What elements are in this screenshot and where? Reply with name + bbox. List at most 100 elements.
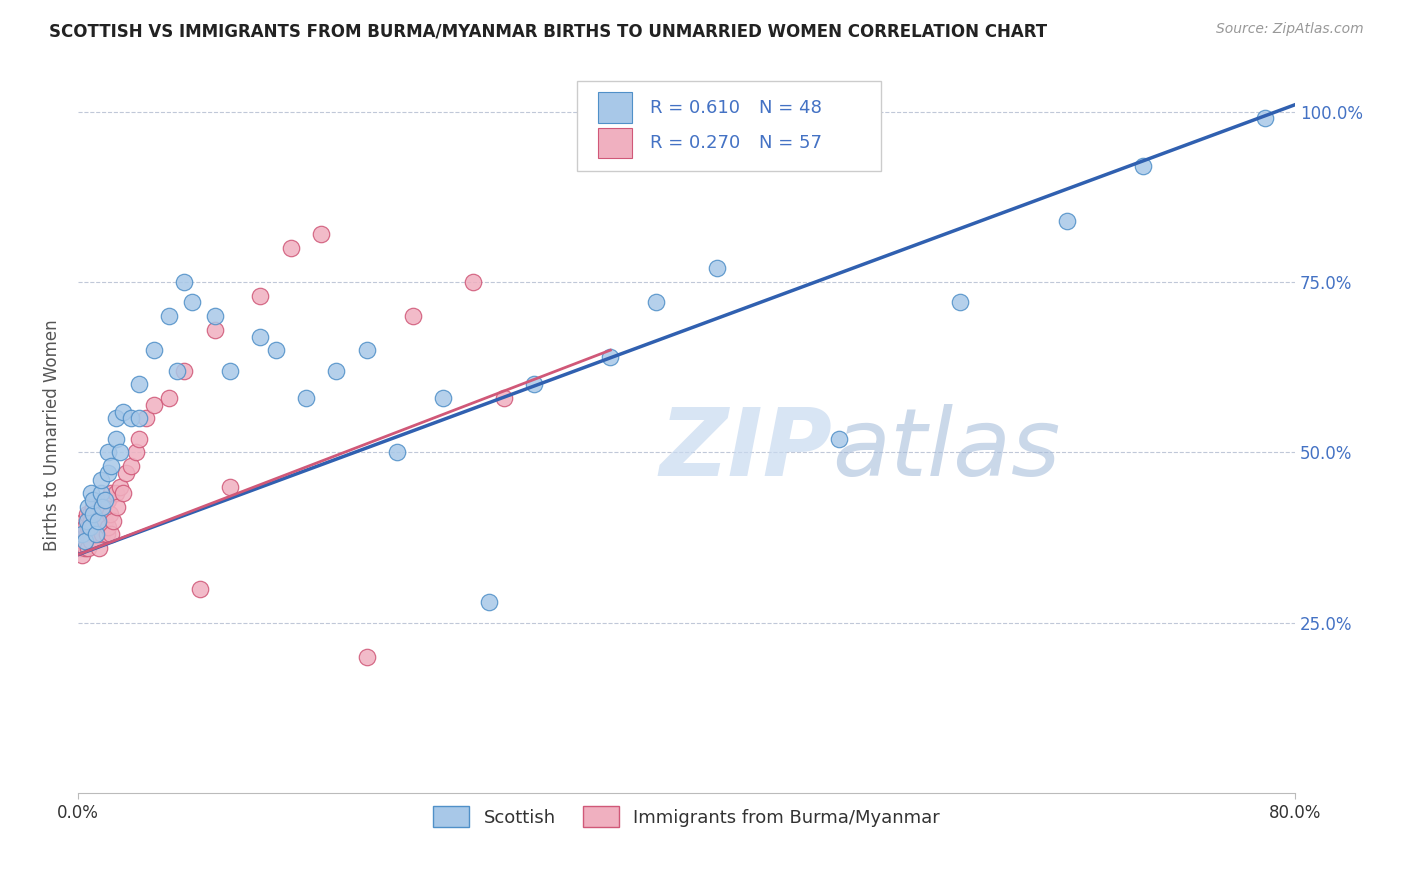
Point xyxy=(599,350,621,364)
Point xyxy=(77,500,100,514)
Point xyxy=(73,534,96,549)
Point xyxy=(79,520,101,534)
Point xyxy=(128,377,150,392)
Point xyxy=(75,541,97,555)
Point xyxy=(219,363,242,377)
Point xyxy=(86,514,108,528)
Point xyxy=(249,288,271,302)
Point xyxy=(105,500,128,514)
Point xyxy=(72,548,94,562)
Point xyxy=(112,486,135,500)
Point xyxy=(492,391,515,405)
Point xyxy=(325,363,347,377)
Text: N = 48: N = 48 xyxy=(759,98,823,117)
FancyBboxPatch shape xyxy=(576,81,882,170)
Point xyxy=(249,329,271,343)
Point xyxy=(173,275,195,289)
Point xyxy=(387,445,409,459)
Point xyxy=(75,520,97,534)
Point xyxy=(76,507,98,521)
Point xyxy=(75,534,97,549)
Point xyxy=(157,309,180,323)
Text: ZIP: ZIP xyxy=(659,404,832,496)
Point xyxy=(90,520,112,534)
Point xyxy=(112,404,135,418)
Point xyxy=(142,398,165,412)
Text: SCOTTISH VS IMMIGRANTS FROM BURMA/MYANMAR BIRTHS TO UNMARRIED WOMEN CORRELATION : SCOTTISH VS IMMIGRANTS FROM BURMA/MYANMA… xyxy=(49,22,1047,40)
Point xyxy=(523,377,546,392)
Point xyxy=(94,493,117,508)
Point xyxy=(645,295,668,310)
Point xyxy=(84,527,107,541)
Point xyxy=(82,507,104,521)
Point xyxy=(72,527,94,541)
Point xyxy=(77,541,100,555)
Point xyxy=(84,527,107,541)
Point xyxy=(104,411,127,425)
Point xyxy=(432,391,454,405)
Point xyxy=(97,445,120,459)
Point xyxy=(180,295,202,310)
Point xyxy=(73,514,96,528)
Point xyxy=(124,445,146,459)
Point xyxy=(80,534,103,549)
Point xyxy=(295,391,318,405)
Point xyxy=(100,459,122,474)
Point xyxy=(82,500,104,514)
Point xyxy=(309,227,332,242)
Point xyxy=(142,343,165,358)
Y-axis label: Births to Unmarried Women: Births to Unmarried Women xyxy=(44,319,60,551)
Point xyxy=(110,479,132,493)
Point xyxy=(90,486,112,500)
Point xyxy=(135,411,157,425)
Point xyxy=(97,466,120,480)
Point xyxy=(949,295,972,310)
Point xyxy=(478,595,501,609)
Point xyxy=(76,514,98,528)
Point xyxy=(104,432,127,446)
Point xyxy=(80,514,103,528)
Text: R = 0.270: R = 0.270 xyxy=(650,135,740,153)
Point xyxy=(80,486,103,500)
Text: N = 57: N = 57 xyxy=(759,135,823,153)
Point xyxy=(128,411,150,425)
Point xyxy=(93,507,115,521)
Point xyxy=(87,541,110,555)
Point xyxy=(90,500,112,514)
Point xyxy=(86,514,108,528)
Point xyxy=(90,473,112,487)
Point xyxy=(115,466,138,480)
Point xyxy=(166,363,188,377)
Point xyxy=(120,411,142,425)
Point xyxy=(67,534,90,549)
Legend: Scottish, Immigrants from Burma/Myanmar: Scottish, Immigrants from Burma/Myanmar xyxy=(426,799,948,834)
Point xyxy=(94,514,117,528)
FancyBboxPatch shape xyxy=(598,93,631,122)
Point xyxy=(356,343,378,358)
Point xyxy=(76,527,98,541)
Point xyxy=(100,527,122,541)
Point xyxy=(827,432,849,446)
Point xyxy=(120,459,142,474)
Point xyxy=(110,445,132,459)
Point xyxy=(96,527,118,541)
Text: R = 0.610: R = 0.610 xyxy=(650,98,740,117)
Point xyxy=(97,520,120,534)
Point xyxy=(401,309,423,323)
Point xyxy=(1056,213,1078,227)
Point xyxy=(101,514,124,528)
Point xyxy=(69,541,91,555)
Point xyxy=(204,323,226,337)
Point xyxy=(100,486,122,500)
Point xyxy=(91,527,114,541)
Point xyxy=(188,582,211,596)
Point xyxy=(82,520,104,534)
Point xyxy=(79,507,101,521)
Point xyxy=(98,507,121,521)
Point xyxy=(91,500,114,514)
Point xyxy=(97,493,120,508)
Point xyxy=(280,241,302,255)
Text: Source: ZipAtlas.com: Source: ZipAtlas.com xyxy=(1216,22,1364,37)
Point xyxy=(83,507,105,521)
Text: atlas: atlas xyxy=(832,404,1060,495)
